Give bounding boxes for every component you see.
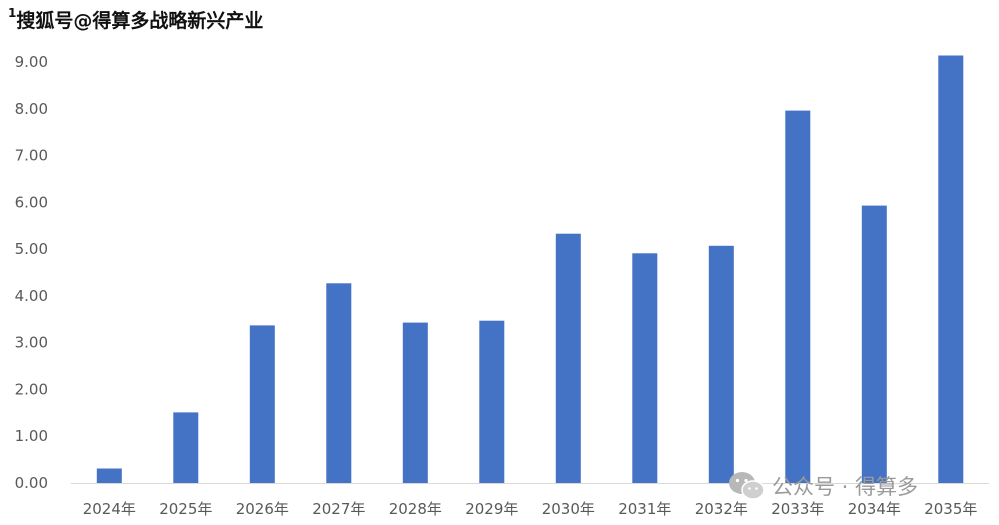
y-tick-label: 9.00 — [15, 53, 48, 71]
y-tick-label: 0.00 — [15, 474, 48, 492]
bar-series — [96, 55, 964, 483]
sohu-watermark: 1搜狐号@得算多战略新兴产业 — [8, 6, 263, 33]
y-tick-label: 7.00 — [15, 147, 48, 165]
bar — [938, 55, 964, 483]
bar — [173, 412, 199, 483]
bar — [402, 322, 428, 483]
bar — [96, 468, 122, 483]
bar — [708, 245, 734, 483]
x-tick-label: 2033年 — [771, 500, 824, 518]
y-tick-label: 3.00 — [15, 334, 48, 352]
x-axis: 2024年 2025年 2026年 2027年 2028年 2029年 2030年 2031年… — [83, 500, 978, 518]
watermark-text: 搜狐号@得算多战略新兴产业 — [16, 10, 264, 32]
x-tick-label: 2027年 — [312, 500, 365, 518]
y-tick-label: 5.00 — [15, 240, 48, 258]
y-tick-label: 8.00 — [15, 100, 48, 118]
wechat-icon — [729, 472, 765, 500]
bar — [861, 205, 887, 483]
bar — [632, 253, 658, 483]
bar — [249, 325, 275, 483]
x-tick-label: 2024年 — [83, 500, 136, 518]
x-tick-label: 2029年 — [465, 500, 518, 518]
y-tick-label: 4.00 — [15, 287, 48, 305]
x-tick-label: 2028年 — [389, 500, 442, 518]
x-tick-label: 2031年 — [618, 500, 671, 518]
watermark-prefix: 1 — [8, 6, 17, 20]
y-tick-label: 6.00 — [15, 193, 48, 211]
wechat-watermark-text: 公众号 · 得算多 — [772, 475, 919, 499]
x-tick-label: 2026年 — [236, 500, 289, 518]
x-tick-label: 2025年 — [159, 500, 212, 518]
x-tick-label: 2030年 — [542, 500, 595, 518]
bar — [479, 320, 505, 483]
bar — [785, 110, 811, 483]
y-axis: 0.00 1.00 2.00 3.00 4.00 5.00 6.00 7.00 8.00 9.00 — [15, 53, 48, 492]
bar — [326, 283, 352, 483]
y-tick-label: 1.00 — [15, 427, 48, 445]
x-tick-label: 2032年 — [695, 500, 748, 518]
wechat-watermark: 公众号 · 得算多 — [728, 470, 918, 502]
bar — [555, 233, 581, 483]
x-tick-label: 2035年 — [924, 500, 977, 518]
y-tick-label: 2.00 — [15, 380, 48, 398]
x-tick-label: 2034年 — [848, 500, 901, 518]
